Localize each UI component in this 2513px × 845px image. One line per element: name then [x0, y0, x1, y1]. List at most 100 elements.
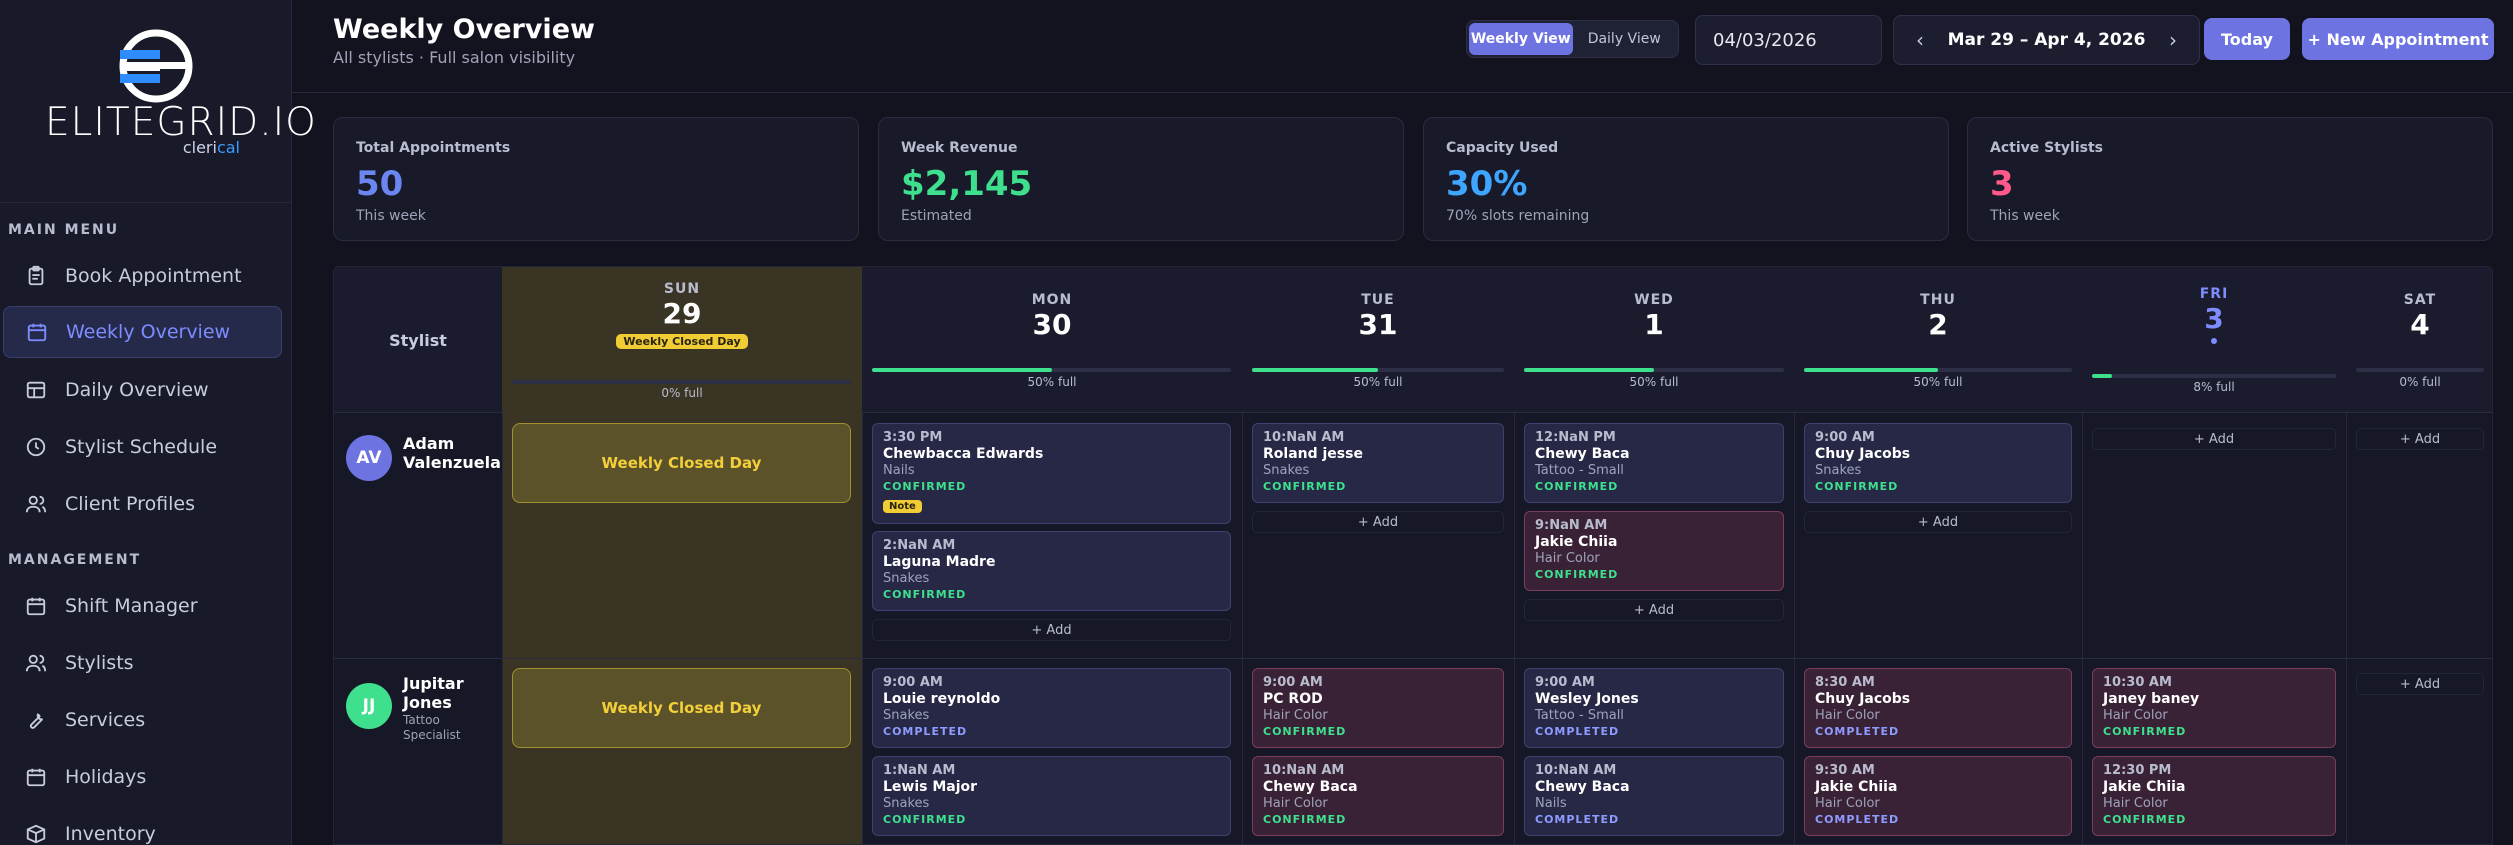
appointment-card[interactable]: 9:00 AM PC ROD Hair Color CONFIRMED: [1252, 668, 1504, 748]
appt-status: CONFIRMED: [883, 480, 967, 493]
nav-label: Inventory: [65, 823, 156, 845]
appt-client: Roland jesse: [1263, 446, 1363, 462]
appt-time: 8:30 AM: [1815, 675, 1875, 690]
appointment-card[interactable]: 8:30 AM Chuy Jacobs Hair Color COMPLETED: [1804, 668, 2072, 748]
note-badge[interactable]: Note: [883, 500, 922, 513]
nav-stylist-schedule[interactable]: Stylist Schedule: [3, 421, 282, 473]
nav-stylists[interactable]: Stylists: [3, 637, 282, 689]
appt-time: 9:00 AM: [1263, 675, 1323, 690]
add-appointment-button[interactable]: + Add: [1524, 599, 1784, 621]
nav-services[interactable]: Services: [3, 694, 282, 746]
add-appointment-button[interactable]: + Add: [1804, 511, 2072, 533]
week-range: Mar 29 – Apr 4, 2026: [1947, 30, 2146, 50]
appointment-card[interactable]: 12:30 PM Jakie Chiia Hair Color CONFIRME…: [2092, 756, 2336, 836]
appt-time: 3:30 PM: [883, 430, 943, 445]
box-icon: [26, 824, 46, 844]
appt-status: CONFIRMED: [883, 588, 967, 601]
appt-time: 9:NaN AM: [1535, 518, 1608, 533]
weekly-view-button[interactable]: Weekly View: [1469, 23, 1573, 55]
date-input[interactable]: 04/03/2026: [1695, 15, 1882, 65]
nav-label: Weekly Overview: [66, 321, 231, 343]
nav-inventory[interactable]: Inventory: [3, 808, 282, 845]
add-appointment-button[interactable]: + Add: [1252, 511, 1504, 533]
nav-book-appointment[interactable]: Book Appointment: [3, 250, 282, 302]
add-appointment-button[interactable]: + Add: [2356, 428, 2484, 450]
nav-holidays[interactable]: Holidays: [3, 751, 282, 803]
column-divider: [862, 413, 863, 844]
calendar-icon: [27, 323, 47, 342]
nav-weekly-overview[interactable]: Weekly Overview: [3, 306, 282, 358]
appt-service: Tattoo - Small: [1535, 708, 1624, 723]
capacity-label: 50% full: [1353, 375, 1403, 389]
appointment-card[interactable]: 9:00 AM Chuy Jacobs Snakes CONFIRMED: [1804, 423, 2072, 503]
appt-status: COMPLETED: [1535, 813, 1620, 826]
appt-time: 10:NaN AM: [1535, 763, 1617, 778]
capacity-label: 50% full: [1027, 375, 1077, 389]
stylist-role: Tattoo Specialist: [403, 713, 461, 742]
page-title: Weekly Overview: [333, 14, 595, 45]
appointment-card[interactable]: 2:NaN AM Laguna Madre Snakes CONFIRMED: [872, 531, 1231, 611]
appt-service: Snakes: [883, 708, 930, 723]
appt-time: 2:NaN AM: [883, 538, 956, 553]
day-header-sat: SAT 4: [2346, 267, 2492, 413]
daily-view-button[interactable]: Daily View: [1587, 31, 1661, 47]
week-navigator: ‹ Mar 29 – Apr 4, 2026 ›: [1893, 15, 2200, 65]
nav-label: Holidays: [65, 766, 147, 788]
next-week-button[interactable]: ›: [2169, 28, 2177, 52]
clipboard-icon: [28, 265, 44, 286]
capacity-fill: [872, 368, 1052, 372]
day-name: FRI: [2199, 286, 2229, 302]
appt-time: 10:NaN AM: [1263, 763, 1345, 778]
clock-icon: [26, 437, 46, 457]
capacity-bar: [2356, 368, 2484, 372]
appt-service: Hair Color: [1263, 796, 1328, 811]
today-button[interactable]: Today: [2204, 18, 2290, 60]
prev-week-button[interactable]: ‹: [1916, 28, 1924, 52]
appointment-card[interactable]: 12:NaN PM Chewy Baca Tattoo - Small CONF…: [1524, 423, 1784, 503]
appointment-card[interactable]: 9:00 AM Wesley Jones Tattoo - Small COMP…: [1524, 668, 1784, 748]
appt-status: CONFIRMED: [1815, 480, 1899, 493]
appt-status: COMPLETED: [1815, 813, 1900, 826]
logo-mark-icon: [119, 29, 193, 103]
appt-service: Hair Color: [2103, 796, 2168, 811]
appt-service: Nails: [883, 463, 915, 478]
stylist-name: Jupitar Jones: [403, 674, 464, 712]
appointment-card[interactable]: 3:30 PM Chewbacca Edwards Nails CONFIRME…: [872, 423, 1231, 524]
day-name: WED: [1634, 292, 1674, 308]
appt-service: Hair Color: [1263, 708, 1328, 723]
appt-service: Tattoo - Small: [1535, 463, 1624, 478]
appt-client: Chuy Jacobs: [1815, 691, 1911, 707]
appt-status: COMPLETED: [1535, 725, 1620, 738]
appointment-card[interactable]: 9:00 AM Louie reynoldo Snakes COMPLETED: [872, 668, 1231, 748]
appt-service: Hair Color: [1815, 796, 1880, 811]
add-appointment-button[interactable]: + Add: [2092, 428, 2336, 450]
capacity-fill: [2092, 374, 2112, 378]
nav-shift-manager[interactable]: Shift Manager: [3, 580, 282, 632]
appointment-card[interactable]: 9:30 AM Jakie Chiia Hair Color COMPLETED: [1804, 756, 2072, 836]
new-appointment-button[interactable]: + New Appointment: [2302, 18, 2494, 60]
add-appointment-button[interactable]: + Add: [872, 619, 1231, 641]
nav-client-profiles[interactable]: Client Profiles: [3, 478, 282, 530]
avatar: AV: [346, 435, 392, 481]
capacity-label: 0% full: [661, 386, 703, 400]
capacity-bar: [1524, 368, 1784, 372]
appt-service: Snakes: [883, 796, 930, 811]
appointment-card[interactable]: 1:NaN AM Lewis Major Snakes CONFIRMED: [872, 756, 1231, 836]
add-appointment-button[interactable]: + Add: [2356, 673, 2484, 695]
capacity-fill: [1252, 368, 1378, 372]
appt-status: CONFIRMED: [1535, 480, 1619, 493]
appt-time: 10:30 AM: [2103, 675, 2172, 690]
nav-label: Client Profiles: [65, 493, 196, 515]
appointment-card[interactable]: 10:NaN AM Chewy Baca Hair Color CONFIRME…: [1252, 756, 1504, 836]
appointment-card[interactable]: 10:30 AM Janey baney Hair Color CONFIRME…: [2092, 668, 2336, 748]
day-header-fri: FRI 3: [2082, 267, 2346, 413]
management-label: MANAGEMENT: [8, 552, 142, 568]
brand-logo[interactable]: ELITEGRID.IO clerical: [40, 28, 316, 158]
day-number: 1: [1644, 308, 1664, 341]
calendar-icon: [26, 768, 46, 787]
nav-daily-overview[interactable]: Daily Overview: [3, 364, 282, 416]
day-number: 4: [2410, 308, 2430, 341]
appointment-card[interactable]: 9:NaN AM Jakie Chiia Hair Color CONFIRME…: [1524, 511, 1784, 591]
appointment-card[interactable]: 10:NaN AM Chewy Baca Nails COMPLETED: [1524, 756, 1784, 836]
appointment-card[interactable]: 10:NaN AM Roland jesse Snakes CONFIRMED: [1252, 423, 1504, 503]
